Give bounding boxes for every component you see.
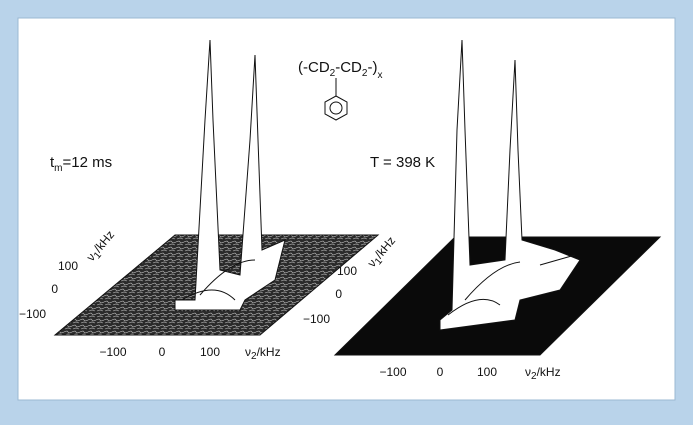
x-tick-label: 100 — [200, 345, 220, 359]
benzene-circle — [329, 101, 343, 115]
spectrum-peaks — [174, 39, 286, 311]
contour — [181, 259, 256, 301]
figure-panel — [17, 17, 676, 401]
benzene-ring — [324, 95, 348, 121]
contour — [447, 254, 576, 316]
y-tick-label: 0 — [51, 282, 58, 296]
x-axis-label: ν2/kHz — [525, 365, 561, 382]
x-axis-label: ν2/kHz — [245, 345, 281, 362]
annotation: T = 398 K — [370, 154, 435, 171]
y-tick-label: 0 — [335, 287, 342, 301]
x-tick-label: −100 — [99, 345, 126, 359]
annotation: tm=12 ms — [50, 154, 112, 174]
y-tick-label: 100 — [58, 259, 78, 273]
spectrum-peaks — [439, 39, 581, 331]
x-tick-label: 0 — [159, 345, 166, 359]
x-tick-label: −100 — [379, 365, 406, 379]
y-tick-label: −100 — [303, 312, 330, 326]
formula: (-CD2-CD2-)x — [298, 59, 382, 81]
y-tick-label: 100 — [337, 264, 357, 278]
y-tick-label: −100 — [19, 307, 46, 321]
x-tick-label: 100 — [477, 365, 497, 379]
x-tick-label: 0 — [437, 365, 444, 379]
